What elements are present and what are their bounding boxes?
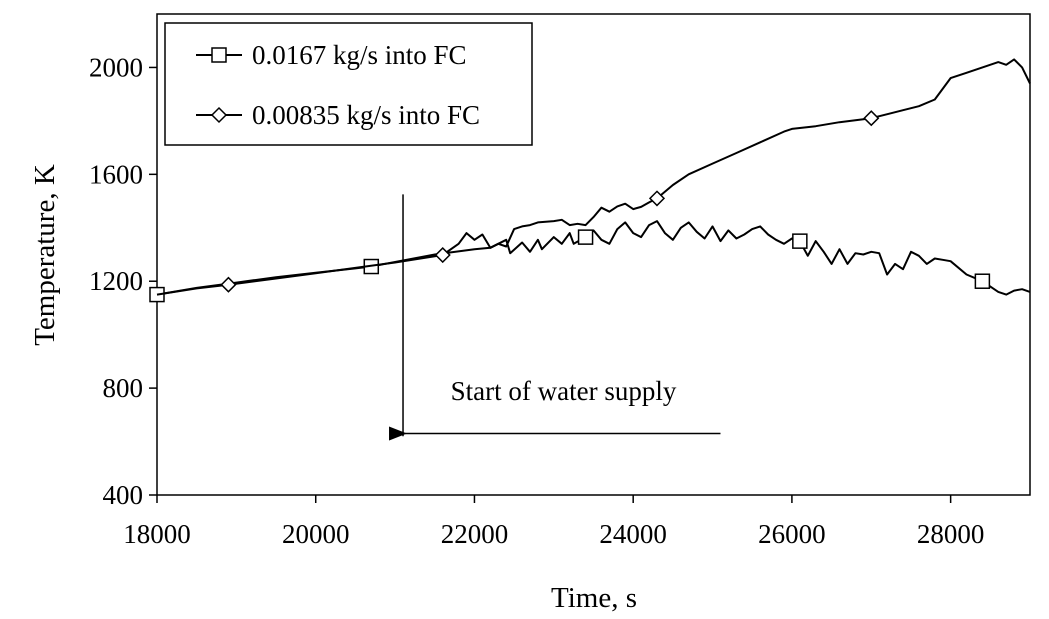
series-1-marker bbox=[792, 233, 808, 249]
legend-label-series-2: 0.00835 kg/s into FC bbox=[252, 100, 480, 130]
legend-box bbox=[164, 22, 533, 146]
series-2-marker bbox=[863, 110, 880, 127]
legend-marker-series-2 bbox=[210, 106, 228, 124]
x-axis-ticks: 18000 20000 22000 24000 26000 28000 bbox=[123, 495, 984, 549]
legend-marker-series-1 bbox=[211, 47, 227, 63]
legend: 0.0167 kg/s into FC 0.00835 kg/s into FC bbox=[164, 22, 533, 146]
plot-frame bbox=[156, 13, 1031, 496]
y-tick-label: 1200 bbox=[89, 266, 143, 296]
series-1-marker bbox=[974, 273, 991, 289]
y-tick-label: 400 bbox=[103, 480, 144, 510]
series-2-marker bbox=[434, 246, 451, 264]
series-2-marker bbox=[648, 190, 666, 207]
x-tick-label: 20000 bbox=[282, 519, 350, 549]
legend-label-series-1: 0.0167 kg/s into FC bbox=[252, 40, 467, 70]
series-2-marker bbox=[220, 276, 237, 293]
x-tick-label: 24000 bbox=[599, 519, 667, 549]
y-tick-label: 2000 bbox=[89, 52, 143, 82]
y-axis-ticks: 400 800 1200 1600 2000 bbox=[89, 52, 157, 510]
series-1-marker bbox=[577, 229, 594, 245]
series-2-line bbox=[156, 58, 1031, 296]
x-tick-label: 22000 bbox=[441, 519, 509, 549]
y-tick-label: 800 bbox=[103, 373, 144, 403]
x-axis-title: Time, s bbox=[551, 582, 637, 614]
annotation-layer: Start of water supply bbox=[389, 194, 721, 441]
y-axis-title: Temperature, K bbox=[29, 164, 61, 346]
x-tick-label: 26000 bbox=[758, 519, 826, 549]
x-tick-label: 28000 bbox=[917, 519, 985, 549]
x-tick-label: 18000 bbox=[123, 519, 191, 549]
annotation-label: Start of water supply bbox=[451, 376, 677, 406]
series-1-line bbox=[156, 220, 1031, 296]
y-tick-label: 1600 bbox=[89, 159, 143, 189]
series-layer bbox=[149, 58, 1031, 303]
